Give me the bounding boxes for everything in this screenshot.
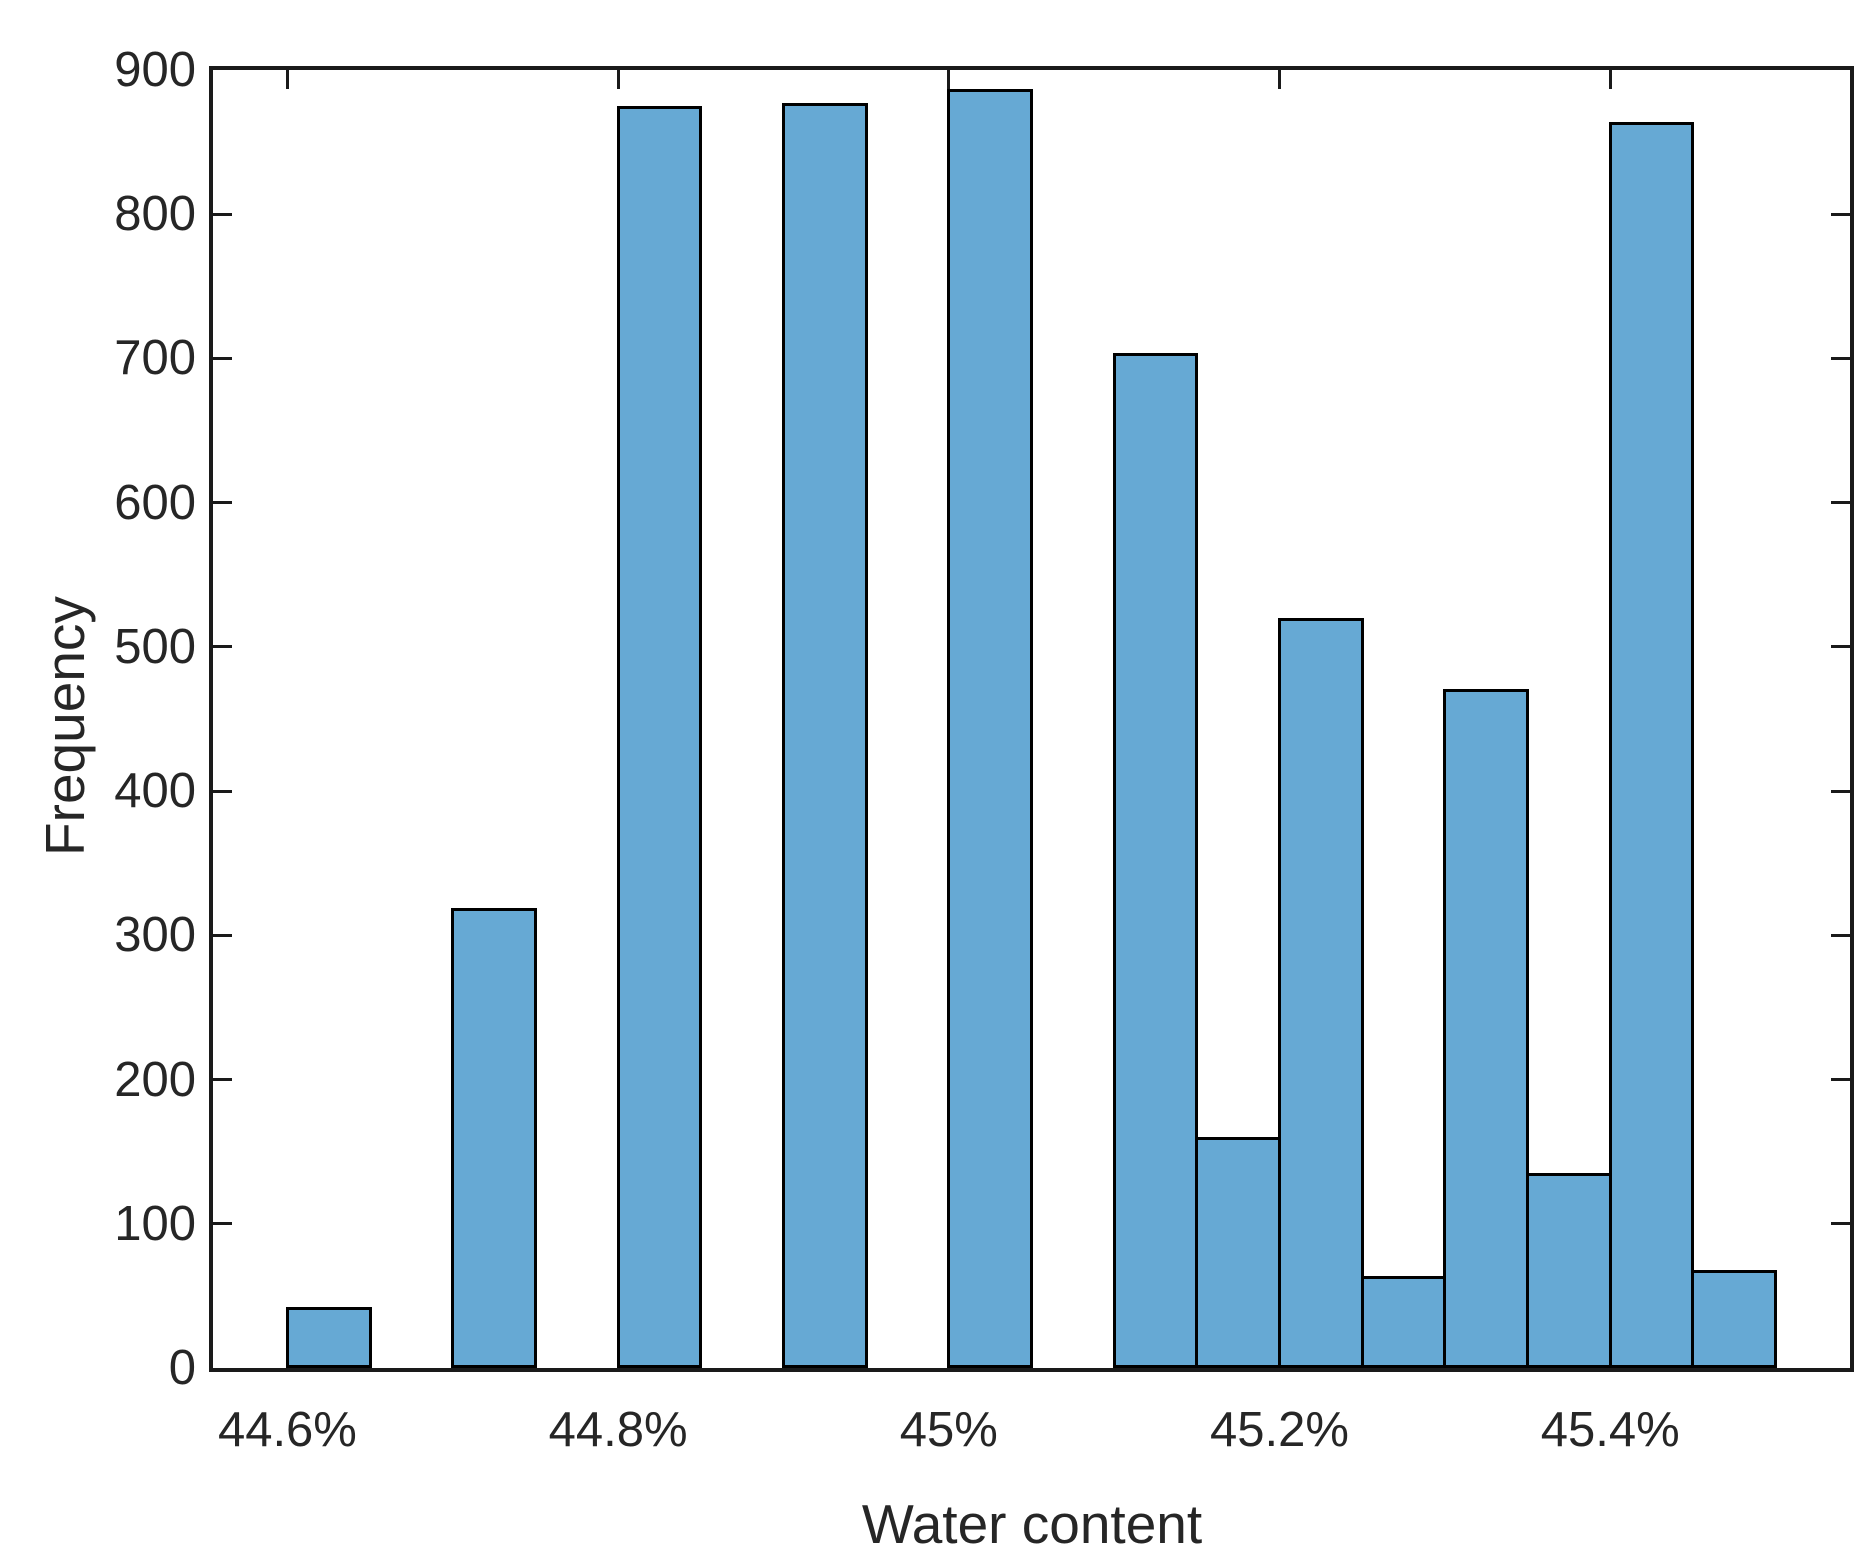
histogram-bar (947, 88, 1033, 1368)
histogram-bar (781, 103, 868, 1368)
histogram-bar (1360, 1275, 1447, 1368)
y-tick-label: 400 (114, 764, 196, 819)
histogram-bar (1691, 1269, 1778, 1368)
histogram-bar (1608, 121, 1695, 1368)
y-tick-mark (1831, 933, 1850, 937)
x-tick-mark (616, 70, 620, 89)
y-tick-label: 800 (114, 187, 196, 242)
y-tick-mark (213, 1078, 232, 1082)
x-tick-label: 45.4% (1540, 1403, 1680, 1457)
y-tick-mark (213, 212, 232, 216)
plot-box (209, 66, 1854, 1372)
y-tick-mark (213, 1222, 232, 1226)
y-tick-mark (1831, 645, 1850, 649)
histogram-bar (616, 106, 703, 1368)
y-tick-mark (1831, 1078, 1850, 1082)
histogram-bar (1278, 618, 1364, 1368)
y-tick-label: 200 (114, 1052, 196, 1107)
x-tick-mark (947, 70, 951, 89)
y-tick-label: 500 (114, 619, 196, 674)
x-tick-label: 45% (899, 1403, 998, 1457)
y-tick-mark (1831, 356, 1850, 360)
y-tick-mark (1831, 501, 1850, 505)
y-tick-label: 900 (114, 43, 196, 97)
y-tick-mark (213, 933, 232, 937)
y-tick-label: 700 (114, 331, 196, 386)
histogram-bar (1526, 1173, 1612, 1368)
histogram-bar (1195, 1137, 1282, 1368)
y-tick-mark (1831, 1222, 1850, 1226)
histogram-plot-area (213, 70, 1850, 1368)
y-tick-mark (213, 356, 232, 360)
y-axis-label: Frequency (34, 596, 96, 856)
y-tick-mark (1831, 789, 1850, 793)
y-tick-mark (213, 501, 232, 505)
x-tick-mark (1278, 70, 1282, 89)
y-tick-label: 0 (168, 1341, 196, 1395)
y-tick-label: 300 (114, 908, 196, 963)
x-axis-label: Water content (861, 1493, 1203, 1555)
y-tick-label: 600 (114, 475, 196, 530)
x-tick-label: 45.2% (1210, 1403, 1349, 1457)
y-tick-label: 100 (114, 1196, 196, 1251)
histogram-bar (451, 907, 537, 1368)
x-tick-label: 44.8% (548, 1403, 688, 1457)
x-tick-mark (1608, 70, 1612, 89)
x-tick-label: 44.6% (217, 1403, 357, 1457)
y-tick-mark (213, 789, 232, 793)
y-tick-mark (213, 645, 232, 649)
histogram-bar (1112, 352, 1199, 1368)
x-tick-mark (285, 70, 289, 89)
y-tick-mark (1831, 212, 1850, 216)
histogram-bar (285, 1307, 372, 1368)
histogram-bar (1443, 688, 1530, 1368)
